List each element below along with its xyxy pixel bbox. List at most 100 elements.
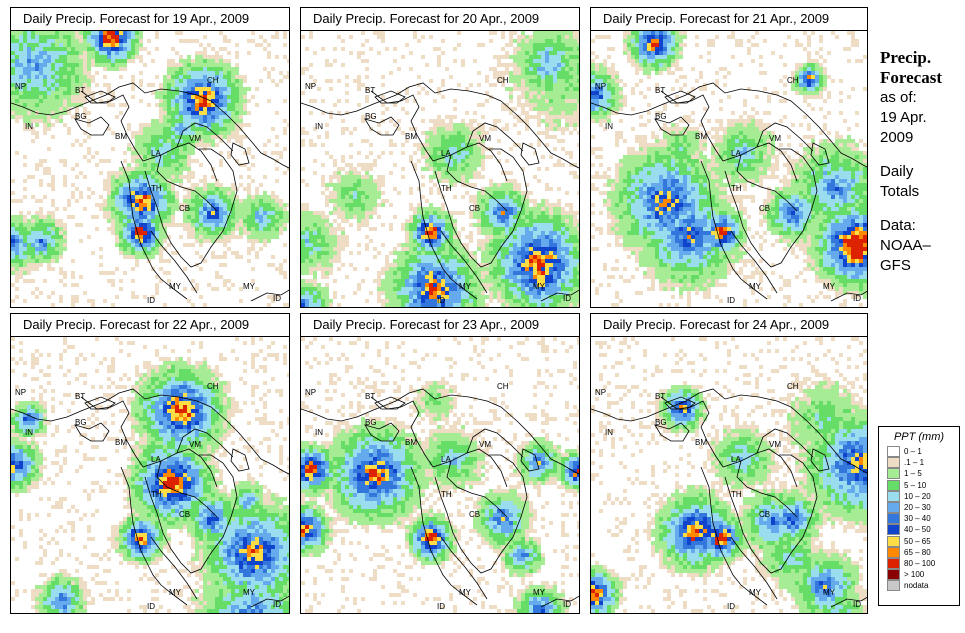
country-label: NP [595,82,606,91]
legend-label: > 100 [904,570,925,580]
country-label: MY [243,588,256,597]
country-label: MY [749,588,762,597]
legend-label: nodata [904,581,929,591]
country-label: BG [365,418,377,427]
panel-title: Daily Precip. Forecast for 23 Apr., 2009 [300,313,580,337]
country-label: BT [75,392,85,401]
map-frame: NP BT BG IN BM CH VM LA TH CB MY ID MY ID [300,30,580,308]
country-label: ID [147,602,155,611]
country-label: MY [459,282,472,291]
country-label: BM [695,438,707,447]
precip-map: NP BT BG IN BM CH VM LA TH CB MY ID MY ID [301,31,579,307]
country-label: TH [731,490,742,499]
legend-label: 50 – 65 [904,536,931,546]
country-label: NP [305,82,316,91]
legend-label: 5 – 10 [904,480,927,490]
precip-map: NP BT BG IN BM CH VM LA TH CB MY ID MY ID [11,31,289,307]
country-label: CB [759,510,770,519]
legend-swatch [887,502,900,514]
country-label: LA [731,455,741,464]
legend-label: 30 – 40 [904,514,931,524]
country-label: ID [727,602,735,611]
country-label: MY [823,282,836,291]
legend-swatch [887,580,900,592]
sidebar: Precip. Forecast as of: 19 Apr. 2009 Dai… [880,48,965,276]
country-label: BM [115,438,127,447]
country-label: BM [695,132,707,141]
sidebar-date-line2: 2009 [880,129,914,146]
legend-title: PPT (mm) [893,431,945,443]
country-label: BT [655,86,665,95]
country-label: BM [115,132,127,141]
country-label: LA [441,149,451,158]
country-label: LA [441,455,451,464]
country-label: BG [75,112,87,121]
legend-swatch [887,479,900,491]
map-frame: NP BT BG IN BM CH VM LA TH CB MY ID MY ID [590,336,868,614]
sidebar-totals-line1: Daily [880,163,914,180]
country-label: VM [769,440,781,449]
country-label: IN [315,428,323,437]
country-label: BG [655,418,667,427]
country-label: NP [595,388,606,397]
country-label: BG [365,112,377,121]
legend-row: 65 – 80 [887,546,959,558]
legend-swatch [887,535,900,547]
legend-label: 0 – 1 [904,447,922,457]
country-label: MY [169,282,182,291]
country-label: ID [563,600,571,609]
country-label: TH [441,184,452,193]
legend-row: > 100 [887,569,959,581]
precip-map: NP BT BG IN BM CH VM LA TH CB MY ID MY ID [301,337,579,613]
country-label: IN [25,428,33,437]
country-label: TH [151,184,162,193]
country-label: BT [655,392,665,401]
country-label: IN [605,428,613,437]
country-label: CH [207,382,219,391]
panel-title: Daily Precip. Forecast for 19 Apr., 2009 [10,7,290,31]
country-label: CH [497,382,509,391]
country-label: ID [273,294,281,303]
country-label: NP [305,388,316,397]
legend-label: 65 – 80 [904,547,931,557]
country-label: BM [405,438,417,447]
country-label: VM [189,134,201,143]
panel-title: Daily Precip. Forecast for 20 Apr., 2009 [300,7,580,31]
legend-row: 80 – 100 [887,557,959,569]
country-label: VM [189,440,201,449]
legend-swatch [887,457,900,469]
legend-swatch [887,490,900,502]
precip-map: NP BT BG IN BM CH VM LA TH CB MY ID MY ID [591,337,867,613]
country-label: TH [731,184,742,193]
country-label: IN [315,122,323,131]
legend-swatch [887,446,900,458]
country-label: CH [207,76,219,85]
country-label: TH [151,490,162,499]
legend-swatch [887,569,900,581]
legend-row: .1 – 1 [887,457,959,469]
legend-row: 5 – 10 [887,479,959,491]
country-label: NP [15,82,26,91]
country-label: MY [169,588,182,597]
country-label: CB [179,510,190,519]
country-label: VM [479,134,491,143]
legend-label: 80 – 100 [904,558,936,568]
precip-map: NP BT BG IN BM CH VM LA TH CB MY ID MY ID [11,337,289,613]
country-label: CB [759,204,770,213]
country-label: ID [563,294,571,303]
sidebar-title-line2: Forecast [880,68,942,87]
legend-swatch [887,546,900,558]
sidebar-data-line1: Data: [880,217,916,234]
country-label: MY [459,588,472,597]
country-label: LA [151,455,161,464]
legend-label: 20 – 30 [904,503,931,513]
country-label: CB [179,204,190,213]
country-label: LA [151,149,161,158]
map-frame: NP BT BG IN BM CH VM LA TH CB MY ID MY ID [590,30,868,308]
country-label: CH [787,382,799,391]
legend-row: 50 – 65 [887,535,959,547]
map-frame: NP BT BG IN BM CH VM LA TH CB MY ID MY ID [10,30,290,308]
country-label: CH [497,76,509,85]
country-label: ID [437,602,445,611]
